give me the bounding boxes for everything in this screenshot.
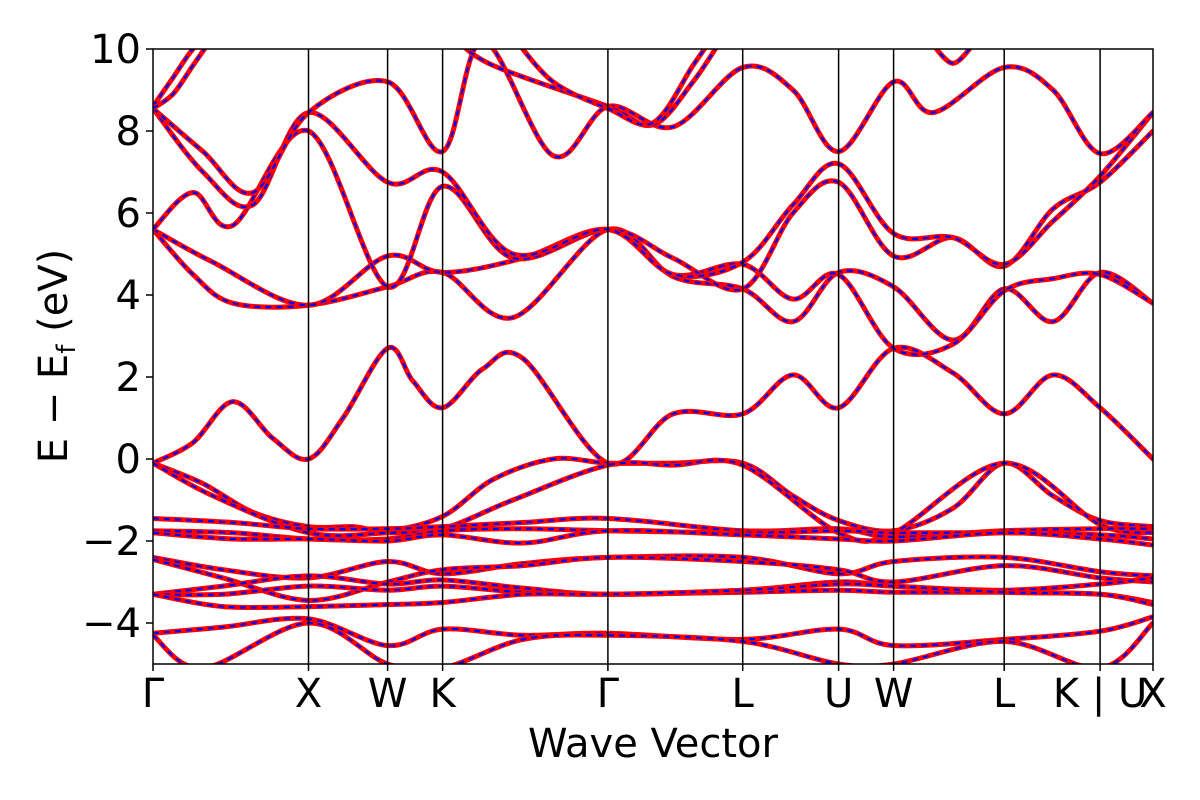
y-tick-label-7: −4 xyxy=(82,601,141,647)
band-21-inner xyxy=(521,49,706,126)
y-axis-title-main: E − E xyxy=(31,354,77,464)
band-16-inner xyxy=(153,107,1153,278)
band-20-inner xyxy=(464,49,717,127)
y-axis-title-subscript: f xyxy=(52,344,82,354)
band-0-inner xyxy=(153,346,1153,466)
band-15-inner xyxy=(153,129,1153,292)
band-18-inner xyxy=(153,49,195,108)
x-axis-title: Wave Vector xyxy=(528,721,779,767)
band-7-inner xyxy=(153,556,1153,602)
band-22-inner xyxy=(935,49,971,65)
y-axis-title: E − Ef (eV) xyxy=(31,249,82,464)
band-2-outer xyxy=(153,457,1153,544)
y-tick-label-4: 2 xyxy=(116,355,141,401)
y-tick-label-2: 6 xyxy=(116,191,141,237)
band-0-outer xyxy=(153,344,1153,467)
band-13-inner xyxy=(153,227,1153,342)
x-tick-label-6: U xyxy=(824,671,853,717)
y-tick-label-3: 4 xyxy=(116,273,141,319)
x-tick-label-3: K xyxy=(429,671,457,717)
x-tick-label-0: Γ xyxy=(142,671,165,717)
y-tick-label-5: 0 xyxy=(116,437,141,483)
high-symmetry-lines xyxy=(307,49,1101,664)
x-tick-label-1: X xyxy=(295,671,322,717)
x-tick-label-10: X xyxy=(1139,671,1166,717)
x-tick-label-5: L xyxy=(732,671,755,717)
x-tick-label-8: L xyxy=(993,671,1016,717)
x-tick-label-9: K | U xyxy=(1053,671,1147,717)
y-tick-label-6: −2 xyxy=(82,519,141,565)
band-lines xyxy=(153,49,1153,664)
band-17-inner xyxy=(153,49,1153,195)
plot-frame xyxy=(152,48,1154,665)
y-axis-title-unit: (eV) xyxy=(31,249,77,345)
x-tick-label-7: W xyxy=(874,671,914,717)
y-axis: 10 8 6 4 2 0 −2 −4 xyxy=(82,27,153,647)
x-tick-label-2: W xyxy=(368,671,408,717)
band-22-outer xyxy=(933,49,973,66)
y-tick-label-0: 10 xyxy=(90,27,141,73)
x-tick-label-4: Γ xyxy=(597,671,620,717)
band-16-outer xyxy=(153,105,1153,279)
y-tick-label-1: 8 xyxy=(116,109,141,155)
